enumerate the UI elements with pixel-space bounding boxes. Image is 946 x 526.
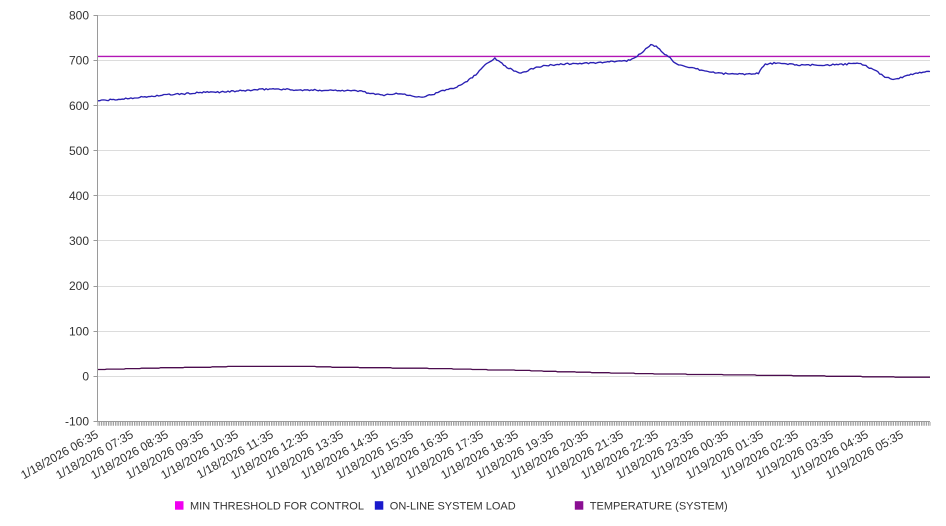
svg-text:100: 100 [69,324,89,338]
svg-text:500: 500 [69,144,89,158]
svg-text:0: 0 [82,370,89,384]
svg-text:600: 600 [69,99,89,113]
svg-text:MIN THRESHOLD FOR CONTROL: MIN THRESHOLD FOR CONTROL [190,501,364,513]
svg-text:-100: -100 [65,415,89,429]
svg-text:800: 800 [69,9,89,23]
svg-text:300: 300 [69,234,89,248]
svg-text:700: 700 [69,54,89,68]
svg-text:200: 200 [69,279,89,293]
svg-text:ON-LINE SYSTEM LOAD: ON-LINE SYSTEM LOAD [390,501,516,513]
svg-text:400: 400 [69,189,89,203]
svg-text:TEMPERATURE (SYSTEM): TEMPERATURE (SYSTEM) [590,501,728,513]
